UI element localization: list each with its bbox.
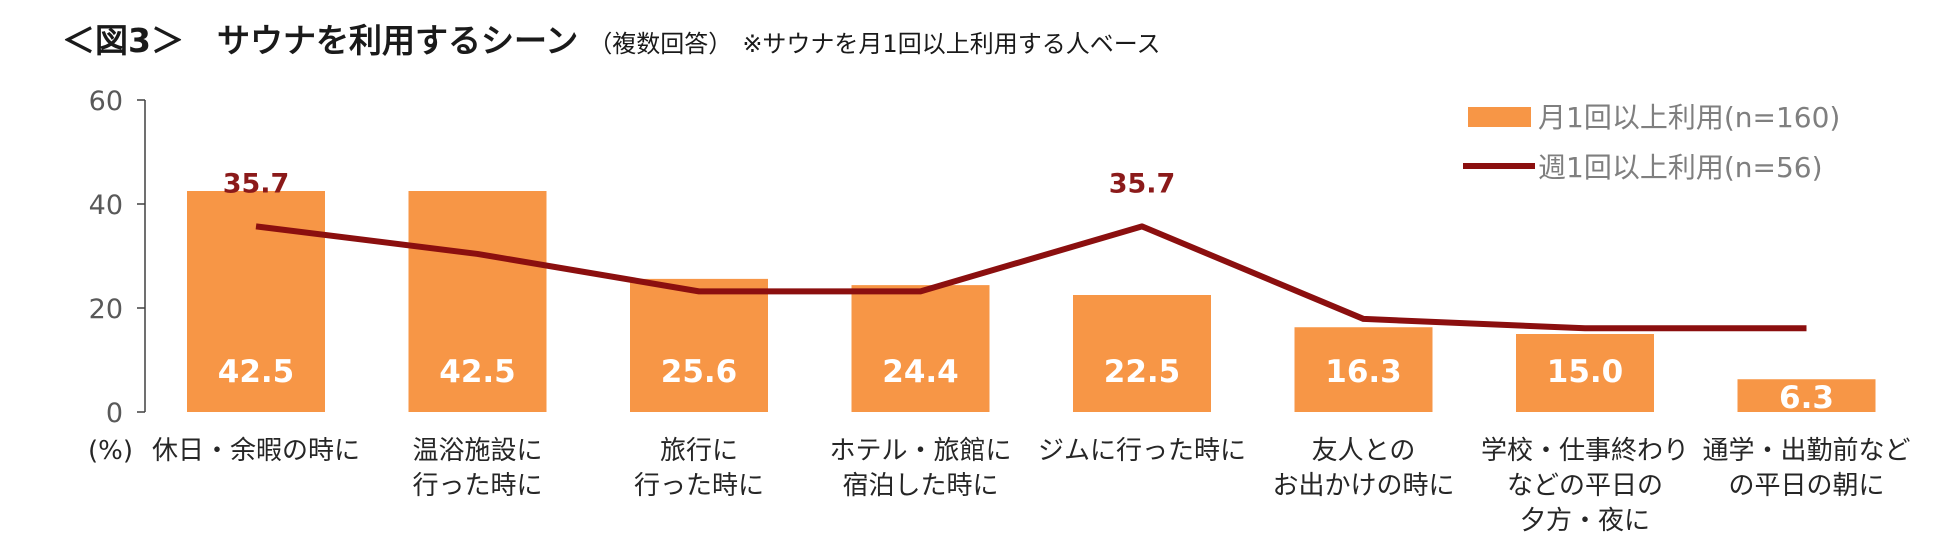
- y-tick-label: 0: [106, 398, 123, 429]
- category-label: 行った時に: [412, 471, 542, 501]
- title-note: ※サウナを月1回以上利用する人ベース: [742, 30, 1161, 58]
- bar: [851, 285, 990, 412]
- bar: [1737, 379, 1876, 412]
- y-tick-label: 60: [89, 86, 123, 117]
- title-main: ＜図3＞ サウナを利用するシーン: [62, 21, 579, 60]
- bar-value-label: 24.4: [882, 354, 959, 390]
- bar-value-label: 22.5: [1104, 354, 1181, 390]
- bar-value-label: 42.5: [439, 354, 516, 390]
- bar: [408, 191, 547, 412]
- category-label: 旅行に: [660, 436, 738, 466]
- chart-title: ＜図3＞ サウナを利用するシーン （複数回答） ※サウナを月1回以上利用する人ベース: [62, 14, 1161, 62]
- bar-value-label: 15.0: [1547, 354, 1624, 390]
- legend-swatch-bar: [1468, 107, 1531, 127]
- category-label: 通学・出勤前など: [1702, 436, 1910, 466]
- bar-value-label: 16.3: [1325, 354, 1402, 390]
- legend-label-bar: 月1回以上利用(n=160): [1538, 101, 1840, 134]
- line-value-label: 35.7: [1109, 168, 1176, 199]
- category-label: お出かけの時に: [1272, 471, 1454, 501]
- y-tick-label: 20: [89, 294, 123, 325]
- bar: [630, 278, 768, 412]
- bar-value-label: 42.5: [218, 354, 295, 390]
- line-series: [255, 223, 1807, 332]
- category-label: などの平日の: [1507, 471, 1663, 501]
- category-label: 休日・余暇の時に: [152, 436, 360, 466]
- bar-value-label: 6.3: [1779, 380, 1834, 416]
- bar: [1516, 334, 1654, 412]
- bar: [1073, 295, 1211, 412]
- bar: [1294, 327, 1433, 412]
- y-tick-label: 40: [89, 190, 123, 221]
- y-axis-unit: (%): [88, 436, 133, 466]
- title-sub: （複数回答）: [588, 30, 733, 58]
- legend-label-line: 週1回以上利用(n=56): [1538, 151, 1823, 184]
- category-label: の平日の朝に: [1728, 471, 1884, 501]
- category-label: 温浴施設に: [412, 436, 542, 466]
- category-label: 友人との: [1312, 436, 1416, 466]
- category-label: ホテル・旅館に: [829, 436, 1011, 466]
- category-label: ジムに行った時に: [1038, 436, 1246, 466]
- category-label: 宿泊した時に: [842, 471, 998, 501]
- category-label: 夕方・夜に: [1520, 506, 1650, 536]
- line-value-label: 35.7: [223, 168, 290, 199]
- bar-value-label: 25.6: [661, 354, 738, 390]
- category-label: 学校・仕事終わり: [1481, 436, 1689, 466]
- category-label: 行った時に: [634, 471, 764, 501]
